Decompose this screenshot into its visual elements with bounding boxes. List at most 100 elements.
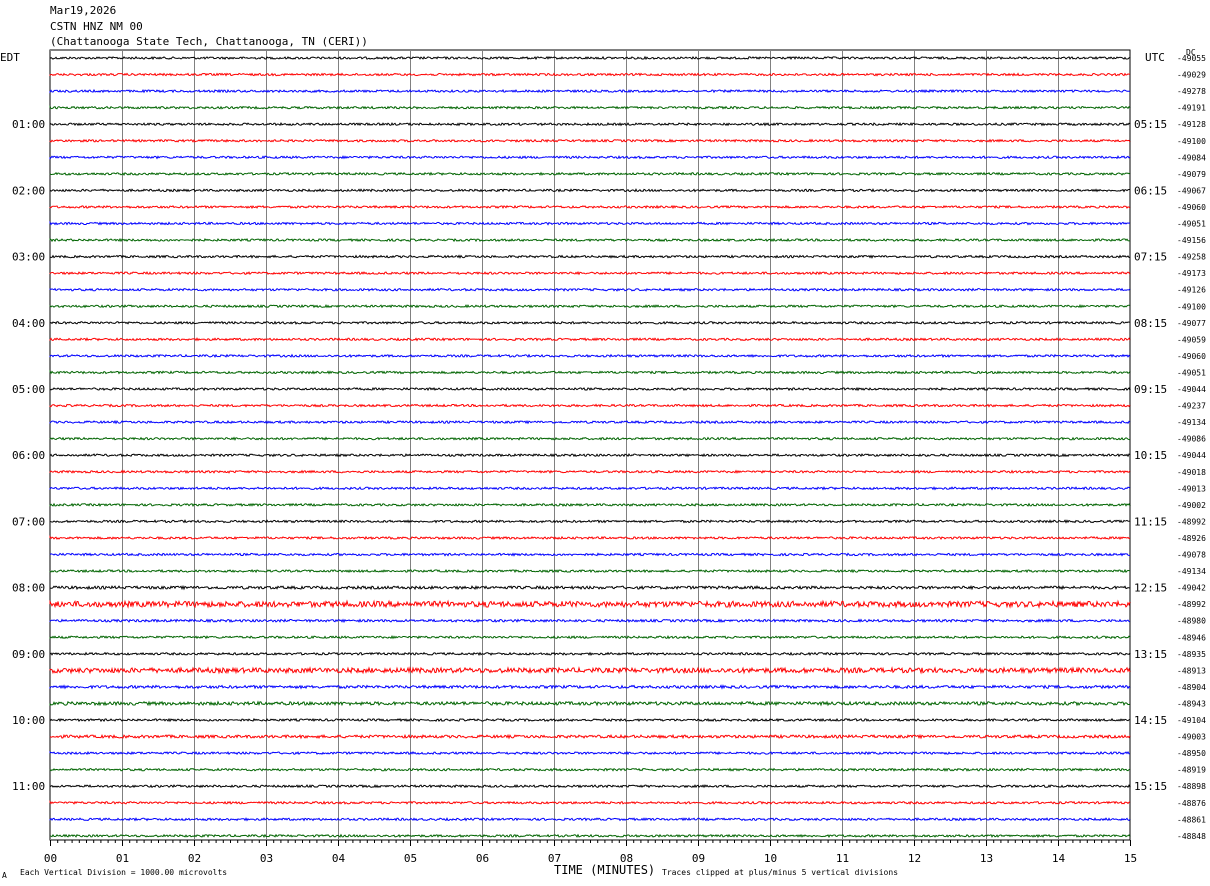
- dc-offset-label: -49060: [1177, 203, 1206, 212]
- dc-offset-label: -48980: [1177, 617, 1206, 626]
- dc-offset-label: -49044: [1177, 385, 1206, 394]
- dc-offset-label: -49237: [1177, 402, 1206, 411]
- trace-line: [49, 320, 1131, 325]
- left-hour-label: 11:00: [12, 780, 45, 793]
- dc-offset-label: -48950: [1177, 749, 1206, 758]
- trace-line: [49, 237, 1131, 243]
- dc-offset-label: -49051: [1177, 368, 1206, 377]
- dc-offset-label: -49059: [1177, 335, 1206, 344]
- right-hour-label: 12:15: [1134, 582, 1167, 595]
- dc-offset-label: -49029: [1177, 71, 1206, 80]
- dc-offset-label: -49134: [1177, 567, 1206, 576]
- dc-offset-label: -49104: [1177, 716, 1206, 725]
- dc-offset-label: -48913: [1177, 666, 1206, 675]
- dc-offset-label: -49278: [1177, 87, 1206, 96]
- dc-offset-label: -48992: [1177, 600, 1206, 609]
- dc-offset-label: -49067: [1177, 186, 1206, 195]
- trace-line: [49, 171, 1131, 176]
- axis-labels: 00 01 02 03 04 05 06 07 08 09 10 11 12 13 14 15 -49055 -4…: [12, 54, 1206, 865]
- dc-offset-label: -49079: [1177, 170, 1206, 179]
- x-tick-label: 06: [476, 852, 489, 865]
- x-tick-label: 10: [764, 852, 777, 865]
- left-hour-label: 06:00: [12, 449, 45, 462]
- x-tick-label: 00: [44, 852, 57, 865]
- trace-line: [49, 453, 1131, 458]
- trace-line: [49, 800, 1131, 805]
- dc-offset-label: -49003: [1177, 733, 1206, 742]
- trace-line: [49, 304, 1131, 309]
- dc-offset-label: -49156: [1177, 236, 1206, 245]
- trace-line: [49, 204, 1131, 210]
- dc-offset-label: -49044: [1177, 451, 1206, 460]
- x-tick-label: 09: [692, 852, 705, 865]
- grid-lines: [49, 49, 1131, 846]
- left-hour-label: 05:00: [12, 383, 45, 396]
- trace-line: [49, 105, 1131, 110]
- right-hour-label: 11:15: [1134, 515, 1167, 528]
- dc-offset-label: -49077: [1177, 319, 1206, 328]
- trace-line: [49, 55, 1131, 61]
- dc-offset-label: -49191: [1177, 104, 1206, 113]
- x-tick-label: 12: [908, 852, 921, 865]
- trace-line: [49, 817, 1131, 822]
- right-hour-label: 08:15: [1134, 317, 1167, 330]
- x-axis-title: TIME (MINUTES): [554, 863, 656, 877]
- trace-line: [49, 436, 1131, 441]
- x-tick-label: 13: [980, 852, 993, 865]
- dc-offset-label: -49258: [1177, 253, 1206, 262]
- left-timezone-label: EDT: [0, 51, 20, 64]
- trace-line: [49, 552, 1130, 557]
- trace-line: [49, 486, 1131, 491]
- trace-group: [49, 55, 1131, 838]
- trace-line: [49, 717, 1131, 723]
- trace-line: [49, 833, 1131, 838]
- dc-offset-label: -49060: [1177, 352, 1206, 361]
- dc-offset-label: -48946: [1177, 633, 1206, 642]
- right-hour-label: 15:15: [1134, 780, 1167, 793]
- left-hour-label: 01:00: [12, 118, 45, 131]
- dc-offset-label: -49173: [1177, 269, 1206, 278]
- trace-line: [49, 88, 1130, 94]
- right-hour-label: 07:15: [1134, 251, 1167, 264]
- dc-offset-label: -48992: [1177, 517, 1206, 526]
- trace-line: [49, 287, 1131, 292]
- trace-line: [49, 684, 1131, 690]
- right-hour-label: 10:15: [1134, 449, 1167, 462]
- dc-offset-label: -48904: [1177, 683, 1206, 692]
- dc-offset-label: -48876: [1177, 799, 1206, 808]
- trace-line: [49, 369, 1131, 375]
- x-tick-label: 02: [188, 852, 201, 865]
- dc-offset-label: -49055: [1177, 54, 1206, 63]
- right-timezone-label: UTC: [1145, 51, 1165, 64]
- trace-line: [49, 188, 1130, 193]
- trace-line: [49, 651, 1131, 656]
- trace-line: [49, 733, 1131, 740]
- trace-line: [49, 635, 1131, 640]
- date-label: Mar19,2026: [50, 4, 117, 17]
- trace-line: [49, 519, 1131, 524]
- left-hour-label: 07:00: [12, 515, 45, 528]
- dc-offset-label: -49002: [1177, 501, 1206, 510]
- scale-note: Each Vertical Division = 1000.00 microvo…: [20, 868, 228, 877]
- trace-line: [49, 353, 1131, 359]
- trace-line: [49, 419, 1131, 425]
- dc-offset-label: -49018: [1177, 468, 1206, 477]
- x-tick-label: 04: [332, 852, 346, 865]
- trace-line: [49, 535, 1131, 541]
- trace-line: [49, 220, 1131, 226]
- trace-line: [49, 138, 1131, 143]
- x-tick-label: 15: [1124, 852, 1137, 865]
- right-hour-label: 06:15: [1134, 184, 1167, 197]
- trace-line: [49, 502, 1131, 507]
- x-tick-label: 01: [116, 852, 129, 865]
- right-hour-label: 05:15: [1134, 118, 1167, 131]
- x-tick-label: 07: [548, 852, 561, 865]
- trace-line: [49, 254, 1131, 259]
- trace-line: [49, 750, 1131, 756]
- dc-offset-label: -49134: [1177, 418, 1206, 427]
- left-hour-label: 04:00: [12, 317, 45, 330]
- dc-offset-label: -49013: [1177, 484, 1206, 493]
- trace-line: [49, 271, 1131, 276]
- left-hour-label: 03:00: [12, 251, 45, 264]
- dc-offset-label: -49100: [1177, 137, 1206, 146]
